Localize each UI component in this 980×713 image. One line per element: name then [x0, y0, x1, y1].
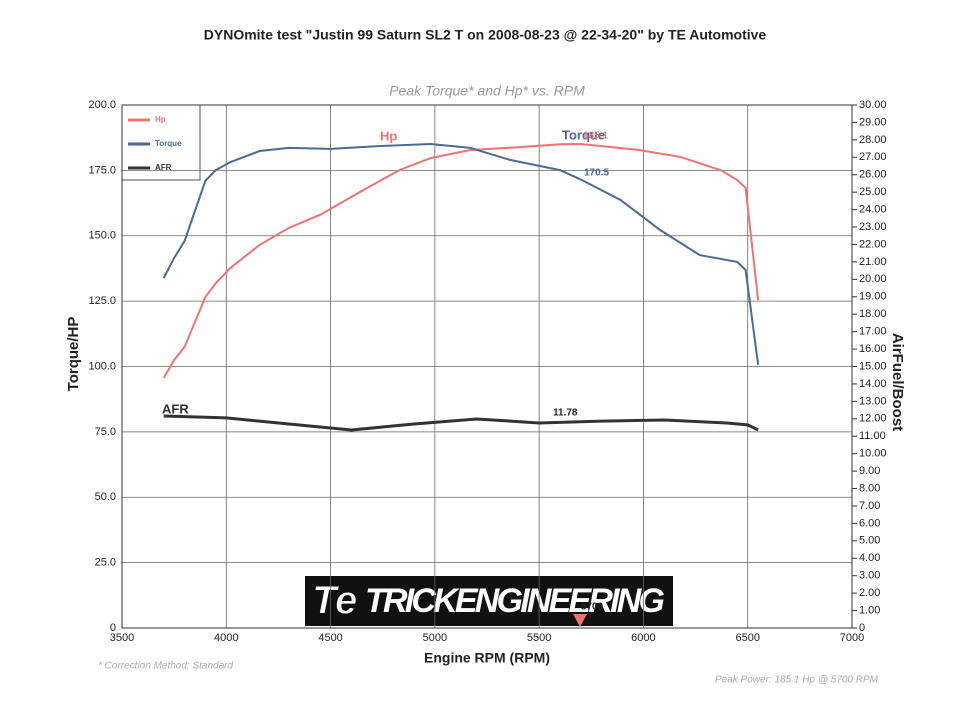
y2-tick-label: 10.00	[859, 448, 887, 460]
series-inline-label: AFR	[162, 401, 189, 416]
y2-tick-label: 24.00	[859, 204, 887, 216]
y2-tick-label: 6.00	[859, 517, 880, 529]
footnote: * Correction Method: Standard	[98, 661, 234, 672]
annotation: 170.5	[584, 168, 609, 179]
logo-text: TRICKENGINEERING	[365, 582, 665, 620]
y2-tick-label: 5.00	[859, 535, 880, 547]
x-tick-label: 6000	[631, 632, 655, 644]
annotation: 185.1	[583, 131, 608, 142]
y2-tick-label: 21.00	[859, 256, 887, 268]
y-tick-label: 100.0	[88, 360, 116, 372]
y-tick-label: 175.0	[88, 164, 116, 176]
series-line	[162, 142, 760, 366]
series-line	[162, 142, 760, 379]
y2-tick-label: 26.00	[859, 169, 887, 181]
y-tick-label: 200.0	[88, 99, 116, 111]
y2-tick-label: 1.00	[859, 604, 880, 616]
y2-tick-label: 15.00	[859, 360, 887, 372]
logo-prefix: Te	[312, 579, 357, 623]
x-axis-label: Engine RPM (RPM)	[424, 650, 550, 666]
y2-tick-label: 4.00	[859, 552, 880, 564]
y2-tick-label: 30.00	[859, 99, 887, 111]
y-tick-label: 0	[110, 622, 116, 634]
y2-tick-label: 25.00	[859, 186, 887, 198]
y2-tick-label: 27.00	[859, 151, 887, 163]
legend-label: Hp	[155, 115, 166, 124]
y2-tick-label: 2.00	[859, 587, 880, 599]
plot-frame	[121, 104, 853, 629]
chart-subtitle: Peak Torque* and Hp* vs. RPM	[389, 83, 585, 99]
peak-marker	[573, 614, 587, 627]
y2-tick-label: 29.00	[859, 116, 887, 128]
y2-tick-label: 11.00	[859, 430, 886, 442]
y2-tick-label: 7.00	[859, 500, 880, 512]
legend-label: Torque	[155, 139, 182, 148]
legend-label: AFR	[155, 163, 172, 172]
y2-tick-label: 22.00	[859, 238, 887, 250]
y2-tick-label: 14.00	[859, 378, 887, 390]
y2-tick-label: 9.00	[859, 465, 880, 477]
y-tick-label: 75.0	[95, 426, 116, 438]
y2-tick-label: 17.00	[859, 326, 887, 338]
y2-tick-label: 28.00	[859, 134, 887, 146]
y-axis-label: Torque/HP	[65, 317, 82, 392]
logo-box	[305, 576, 673, 626]
annotation: 11.78	[553, 408, 578, 419]
y-tick-label: 125.0	[88, 295, 116, 307]
y2-tick-label: 19.00	[859, 291, 887, 303]
series-inline-label: Hp	[380, 128, 397, 143]
x-tick-label: 5500	[527, 632, 551, 644]
y2-tick-label: 8.00	[859, 482, 880, 494]
peak-rpm-label: 5700	[581, 602, 604, 613]
peak-note: Peak Power: 185.1 Hp @ 5700 RPM	[715, 675, 879, 686]
y-tick-label: 25.0	[95, 557, 116, 569]
x-tick-label: 3500	[110, 632, 134, 644]
x-tick-label: 4500	[318, 632, 342, 644]
y2-tick-label: 12.00	[859, 413, 887, 425]
x-tick-label: 6500	[735, 632, 759, 644]
series-inline-label: Torque	[562, 127, 605, 142]
y2-tick-label: 3.00	[859, 570, 880, 582]
y-tick-label: 50.0	[95, 491, 116, 503]
x-tick-label: 4000	[214, 632, 238, 644]
chart-title: DYNOmite test "Justin 99 Saturn SL2 T on…	[204, 27, 767, 43]
x-tick-label: 7000	[840, 632, 864, 644]
y2-tick-label: 23.00	[859, 221, 887, 233]
y-tick-label: 150.0	[88, 230, 116, 242]
y2-tick-label: 18.00	[859, 308, 887, 320]
y2-tick-label: 0	[859, 622, 865, 634]
y2-axis-label: AirFuel/Boost	[889, 333, 906, 431]
x-tick-label: 5000	[423, 632, 447, 644]
y2-tick-label: 16.00	[859, 343, 887, 355]
y2-tick-label: 13.00	[859, 395, 887, 407]
y2-tick-label: 20.00	[859, 273, 887, 285]
series-line	[163, 414, 759, 432]
